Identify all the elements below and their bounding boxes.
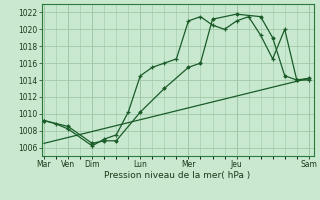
X-axis label: Pression niveau de la mer( hPa ): Pression niveau de la mer( hPa ) xyxy=(104,171,251,180)
